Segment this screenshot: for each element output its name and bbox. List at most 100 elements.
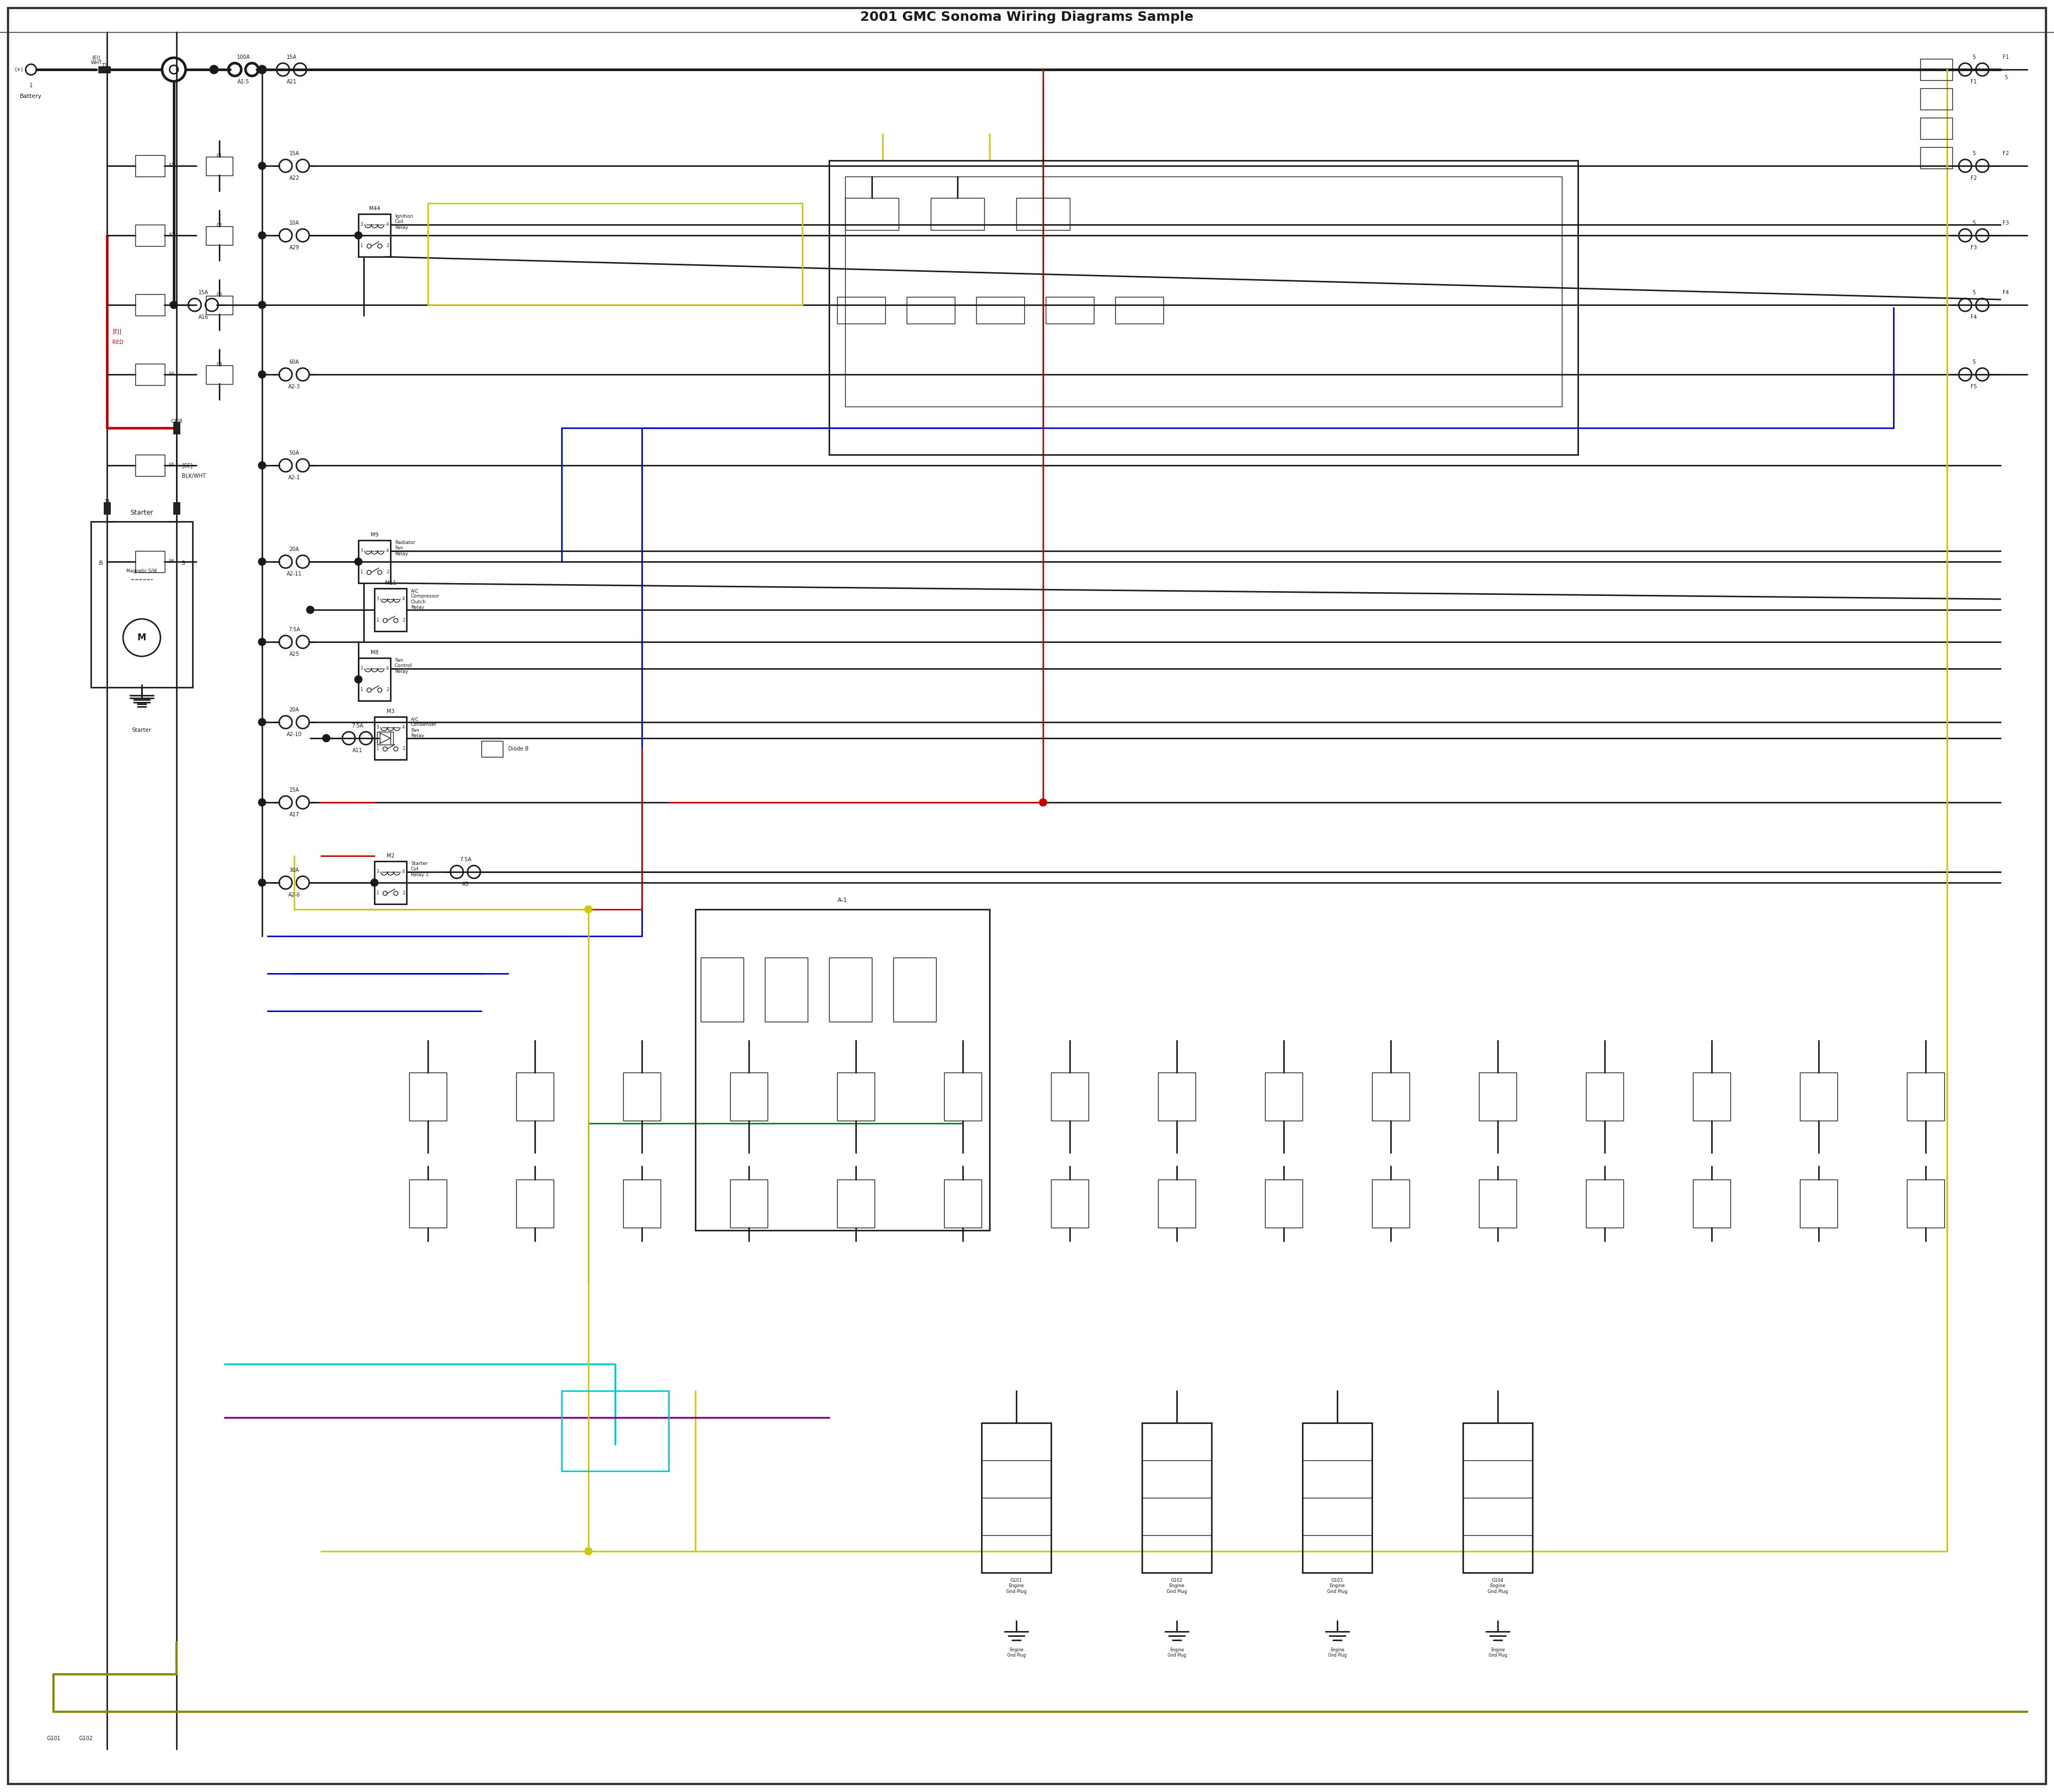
Bar	[1920, 59, 1953, 81]
Text: 5: 5	[1972, 360, 1976, 366]
Text: C2: C2	[216, 222, 222, 228]
Text: BLK/WHT: BLK/WHT	[183, 473, 205, 478]
Text: G101
Engine
Gnd Plug: G101 Engine Gnd Plug	[1006, 1579, 1027, 1593]
Bar	[1158, 1179, 1195, 1228]
Text: F4: F4	[1970, 315, 1976, 321]
Text: 3: 3	[359, 222, 364, 228]
Bar	[1372, 1073, 1409, 1120]
Bar	[1265, 1073, 1302, 1120]
Text: C1: C1	[216, 154, 222, 158]
Text: M9: M9	[370, 532, 378, 538]
Text: S1: S1	[168, 163, 175, 168]
Text: 5: 5	[2005, 75, 2007, 81]
Bar	[378, 731, 392, 745]
Circle shape	[210, 65, 218, 73]
Bar	[516, 1179, 555, 1228]
Text: 50A: 50A	[290, 450, 300, 455]
Bar	[830, 161, 1577, 455]
Text: T4
1: T4 1	[105, 500, 109, 509]
Circle shape	[259, 462, 265, 470]
Text: [EI]: [EI]	[92, 56, 101, 59]
Text: [EJ]: [EJ]	[113, 330, 121, 335]
Text: 1: 1	[359, 570, 362, 575]
Circle shape	[259, 719, 265, 726]
Text: Radiator
Fan
Relay: Radiator Fan Relay	[394, 539, 415, 556]
Text: 2: 2	[386, 570, 388, 575]
Text: Magnetic S/W: Magnetic S/W	[127, 568, 158, 573]
Bar	[1372, 1179, 1409, 1228]
Bar	[136, 224, 164, 246]
Bar	[1799, 1179, 1838, 1228]
Text: F5: F5	[1970, 383, 1976, 389]
Text: 3: 3	[359, 667, 364, 670]
Circle shape	[585, 905, 592, 914]
Bar	[893, 957, 937, 1021]
Text: 4: 4	[386, 222, 388, 228]
Text: F1: F1	[2003, 54, 2009, 59]
Text: 15A: 15A	[286, 54, 296, 59]
Circle shape	[259, 638, 265, 645]
Text: 7.5A: 7.5A	[351, 724, 364, 729]
Text: [EE]: [EE]	[183, 462, 193, 468]
Text: G104
Engine
Gnd Plug: G104 Engine Gnd Plug	[1487, 1579, 1508, 1593]
Bar	[136, 156, 164, 177]
Text: C3: C3	[216, 292, 222, 297]
Text: 5: 5	[1972, 220, 1976, 226]
Bar	[136, 455, 164, 477]
Text: Battery: Battery	[21, 93, 41, 99]
Text: 2: 2	[386, 688, 388, 692]
Bar	[1158, 1073, 1195, 1120]
Bar	[1479, 1179, 1516, 1228]
Text: A21: A21	[286, 79, 296, 84]
Bar	[99, 66, 111, 73]
Text: Starter: Starter	[129, 509, 154, 516]
Circle shape	[355, 231, 362, 238]
Text: 15A: 15A	[197, 290, 207, 296]
Text: 3: 3	[359, 548, 364, 554]
Text: 5: 5	[1972, 151, 1976, 156]
Text: M: M	[138, 633, 146, 643]
Text: 15A: 15A	[290, 787, 300, 792]
Bar	[374, 717, 407, 760]
Text: 60A: 60A	[290, 360, 300, 366]
Bar	[1692, 1179, 1729, 1228]
Text: M2: M2	[386, 853, 394, 858]
Circle shape	[1039, 799, 1048, 806]
Bar	[1265, 1179, 1302, 1228]
Text: 3: 3	[376, 726, 378, 729]
Bar	[906, 297, 955, 324]
Bar	[838, 1179, 875, 1228]
Text: 2: 2	[403, 747, 405, 751]
Text: A2-3: A2-3	[288, 383, 300, 389]
Text: A22: A22	[290, 176, 300, 181]
Bar	[173, 502, 181, 514]
Bar	[982, 1423, 1052, 1573]
Bar	[945, 1073, 982, 1120]
Text: 1: 1	[376, 747, 378, 751]
Bar	[1586, 1073, 1623, 1120]
Bar	[1920, 147, 1953, 168]
Text: C4: C4	[216, 362, 222, 367]
Bar	[838, 1073, 875, 1120]
Bar	[1479, 1073, 1516, 1120]
Circle shape	[306, 606, 314, 613]
Text: S2: S2	[168, 233, 175, 238]
Text: A/C
Compressor
Clutch
Relay: A/C Compressor Clutch Relay	[411, 588, 440, 609]
Bar	[409, 1073, 446, 1120]
Text: A2-11: A2-11	[288, 572, 302, 577]
Text: M3: M3	[386, 710, 394, 715]
Text: C408
1: C408 1	[170, 419, 183, 430]
Bar	[374, 588, 407, 631]
Circle shape	[259, 161, 265, 170]
Bar	[357, 213, 390, 256]
Bar	[844, 197, 900, 229]
Bar	[976, 297, 1025, 324]
Text: A29: A29	[290, 246, 300, 251]
Text: 5: 5	[1972, 54, 1976, 59]
Bar	[481, 740, 503, 756]
Circle shape	[322, 735, 331, 742]
Bar	[205, 156, 232, 176]
Bar	[1920, 118, 1953, 140]
Text: 1: 1	[29, 82, 33, 88]
Bar	[205, 366, 232, 383]
